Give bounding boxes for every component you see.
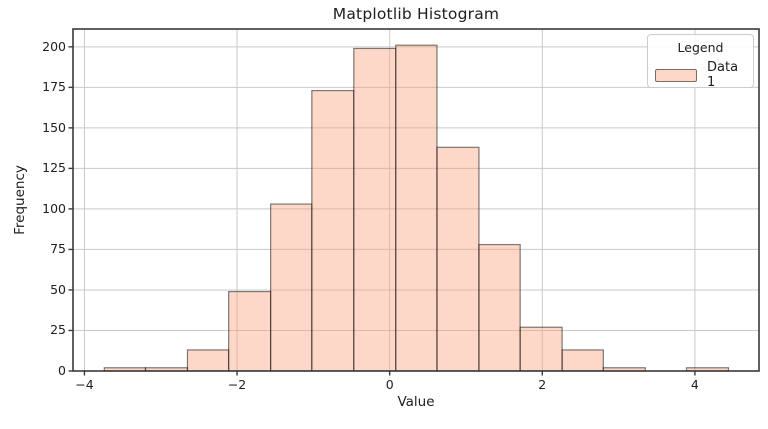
- histogram-bar: [395, 44, 438, 372]
- y-tick-label: 25: [50, 322, 66, 338]
- x-tick-label: 2: [538, 377, 547, 392]
- histogram-bar: [519, 326, 563, 372]
- histogram-bar: [186, 349, 230, 372]
- y-tick-label: 0: [58, 363, 66, 378]
- y-tick-label: 75: [50, 241, 66, 257]
- legend-entry-data1: Data 1: [655, 60, 746, 90]
- histogram-bar: [311, 89, 355, 372]
- x-tick-label: 0: [385, 377, 394, 392]
- histogram-bar: [561, 349, 604, 372]
- histogram-bar: [478, 243, 521, 372]
- y-tick-label: 175: [42, 79, 66, 95]
- x-tick-label: 4: [690, 377, 699, 392]
- legend-entry-label: Data 1: [707, 60, 739, 90]
- y-tick-label: 150: [42, 119, 66, 135]
- legend-title: Legend: [677, 40, 724, 55]
- plot-frame: [72, 28, 760, 372]
- histogram-bar: [228, 290, 272, 372]
- y-tick-label: 200: [42, 38, 66, 54]
- y-tick-label: 125: [42, 160, 66, 176]
- x-tick-label: −4: [75, 377, 94, 392]
- y-tick-label: 50: [50, 281, 66, 297]
- x-tick-label: −2: [227, 377, 247, 392]
- chart-title: Matplotlib Histogram: [332, 5, 500, 23]
- legend: Legend Data 1: [647, 34, 754, 90]
- data1-swatch-icon: [655, 68, 697, 82]
- x-axis-label: Value: [397, 394, 435, 410]
- histogram-bar: [270, 203, 313, 372]
- histogram-bar: [436, 146, 480, 372]
- y-tick-label: 100: [42, 200, 66, 216]
- histogram-bar: [353, 47, 397, 372]
